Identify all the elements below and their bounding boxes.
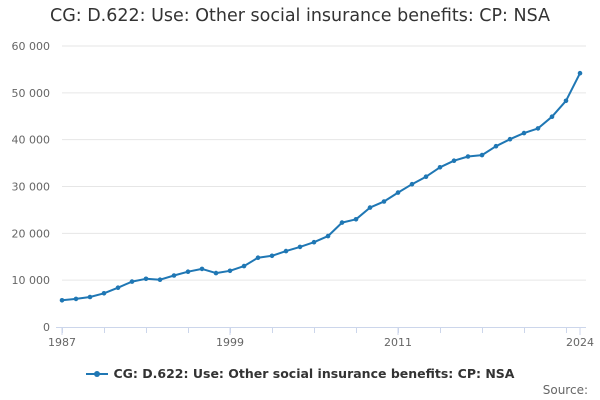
data-point[interactable]	[549, 114, 555, 119]
data-point[interactable]	[143, 276, 149, 282]
x-tick-label: 2024	[566, 336, 594, 349]
data-point[interactable]	[269, 253, 275, 259]
data-point[interactable]	[451, 158, 457, 163]
data-point[interactable]	[311, 239, 317, 245]
data-point[interactable]	[115, 285, 121, 291]
data-point[interactable]	[171, 273, 177, 278]
x-axis-tick-labels: 1987 1999 2011 2024	[48, 336, 594, 349]
data-point[interactable]	[339, 220, 345, 225]
data-point[interactable]	[297, 244, 303, 250]
chart-title: CG: D.622: Use: Other social insurance b…	[49, 6, 551, 26]
data-point[interactable]	[577, 70, 583, 76]
data-point[interactable]	[507, 136, 513, 142]
data-point[interactable]	[199, 266, 205, 272]
data-point[interactable]	[535, 126, 541, 131]
y-axis-tick-labels: 0 10 000 20 000 30 000 40 000 50 000 60 000	[12, 40, 51, 334]
data-point[interactable]	[101, 291, 107, 296]
y-tick-label: 20 000	[12, 227, 51, 240]
data-point[interactable]	[283, 248, 289, 254]
data-point[interactable]	[325, 233, 331, 239]
data-point[interactable]	[493, 143, 499, 149]
data-point[interactable]	[255, 255, 261, 260]
data-point[interactable]	[437, 165, 443, 170]
y-tick-label: 60 000	[12, 40, 51, 53]
x-tick-label: 1999	[216, 336, 244, 349]
legend[interactable]: CG: D.622: Use: Other social insurance b…	[0, 366, 600, 381]
data-point[interactable]	[563, 98, 569, 104]
data-point[interactable]	[409, 181, 415, 187]
data-point[interactable]	[227, 268, 233, 274]
legend-label: CG: D.622: Use: Other social insurance b…	[113, 366, 515, 381]
data-point[interactable]	[423, 174, 429, 179]
gridlines	[62, 45, 586, 281]
data-point[interactable]	[87, 294, 93, 300]
y-tick-label: 30 000	[12, 181, 51, 194]
data-point[interactable]	[213, 270, 219, 276]
data-point[interactable]	[367, 205, 373, 210]
data-point[interactable]	[59, 298, 65, 303]
legend-swatch-icon	[85, 368, 108, 380]
x-tick-label: 2011	[384, 336, 412, 349]
data-point[interactable]	[521, 130, 527, 136]
data-point[interactable]	[353, 217, 359, 222]
x-tick-label: 1987	[48, 336, 76, 349]
data-point[interactable]	[465, 154, 471, 159]
source-label: Source:	[542, 383, 588, 397]
y-tick-label: 40 000	[12, 134, 51, 147]
series-line-group	[59, 70, 583, 303]
data-point[interactable]	[381, 199, 387, 204]
y-tick-label: 50 000	[12, 87, 51, 100]
y-tick-label: 10 000	[12, 274, 51, 287]
data-point[interactable]	[479, 152, 485, 158]
y-tick-label: 0	[43, 321, 50, 334]
series-line	[61, 72, 581, 302]
data-point[interactable]	[157, 277, 163, 283]
data-point[interactable]	[241, 263, 247, 269]
data-point[interactable]	[73, 296, 79, 302]
data-point[interactable]	[395, 190, 401, 195]
data-point[interactable]	[129, 279, 135, 284]
data-point[interactable]	[185, 269, 191, 275]
x-axis	[56, 327, 586, 335]
